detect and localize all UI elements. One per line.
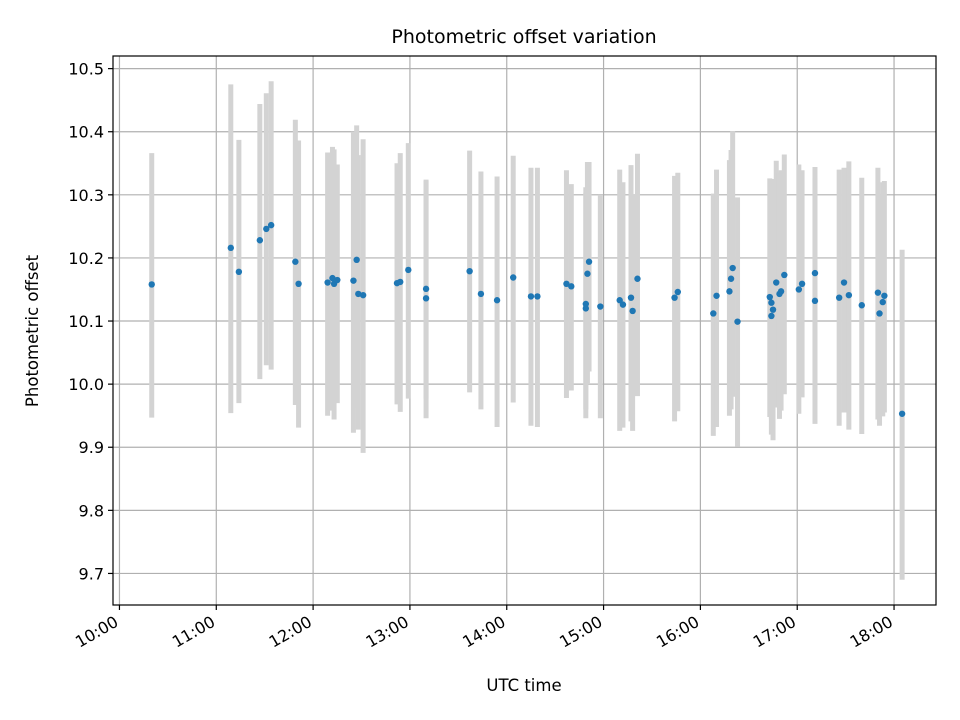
data-point [334,276,341,284]
y-tick-label: 10.5 [68,60,104,79]
y-tick-label: 9.9 [79,438,104,457]
data-point [263,225,270,233]
data-point [422,295,430,302]
data-point [350,277,357,284]
data-point [777,288,785,295]
data-point [477,290,485,298]
data-point [766,293,773,301]
y-tick-label: 9.8 [79,501,104,520]
data-point [769,306,777,313]
data-point [898,410,906,417]
data-point [616,297,623,304]
data-point [527,293,535,300]
data-point [874,289,882,296]
data-point [795,286,803,293]
data-point [353,256,360,264]
data-point [355,290,362,298]
data-point [292,258,299,265]
data-point [773,279,780,286]
data-point [811,297,819,305]
data-point [585,258,593,265]
data-point [710,310,717,317]
data-point [768,299,775,306]
data-point [267,221,275,229]
data-point [798,280,806,288]
data-point [510,274,517,281]
data-point [227,244,235,252]
data-point [781,271,788,279]
data-point [235,268,243,276]
data-point [713,292,720,299]
y-tick-label: 10.2 [68,249,104,268]
data-point [597,303,604,310]
data-point [534,293,541,300]
data-point [835,294,843,301]
data-point [405,266,412,274]
y-tick-label: 10.3 [68,186,104,205]
y-axis-title: Photometric offset [23,254,42,407]
data-point [493,297,501,304]
data-point [422,285,430,293]
data-point [295,280,302,288]
y-tick-label: 10.1 [68,312,104,331]
y-tick-label: 10.0 [68,375,104,394]
grid-layer [113,56,936,605]
data-point [563,280,570,288]
data-point [674,288,682,296]
data-point [584,270,591,277]
data-point [634,275,641,282]
data-point [840,279,848,286]
data-point [629,307,636,315]
data-point [627,294,635,301]
data-point [359,291,367,299]
plot-frame [112,55,937,606]
chart-title: Photometric offset variation [391,26,656,48]
y-tick-label: 9.7 [79,564,104,583]
data-point [726,288,733,295]
data-point [768,312,775,320]
data-point [397,278,404,286]
data-point [466,267,473,275]
data-point [619,301,627,308]
data-point [811,269,819,277]
data-point-layer [148,221,906,417]
data-point [256,237,264,244]
data-point [858,302,865,309]
data-point [727,275,735,282]
data-point [148,281,155,288]
data-point [845,291,853,299]
data-point [876,310,883,317]
data-point [324,279,331,286]
data-point [568,283,575,290]
x-axis-title: UTC time [486,676,561,695]
data-point [729,264,736,272]
data-point [734,318,741,325]
data-point [329,274,336,282]
data-point [582,300,590,308]
data-point [582,305,590,312]
data-point [881,292,888,299]
data-point [671,294,678,301]
y-tick-label: 10.4 [68,123,104,142]
data-point [879,298,886,306]
